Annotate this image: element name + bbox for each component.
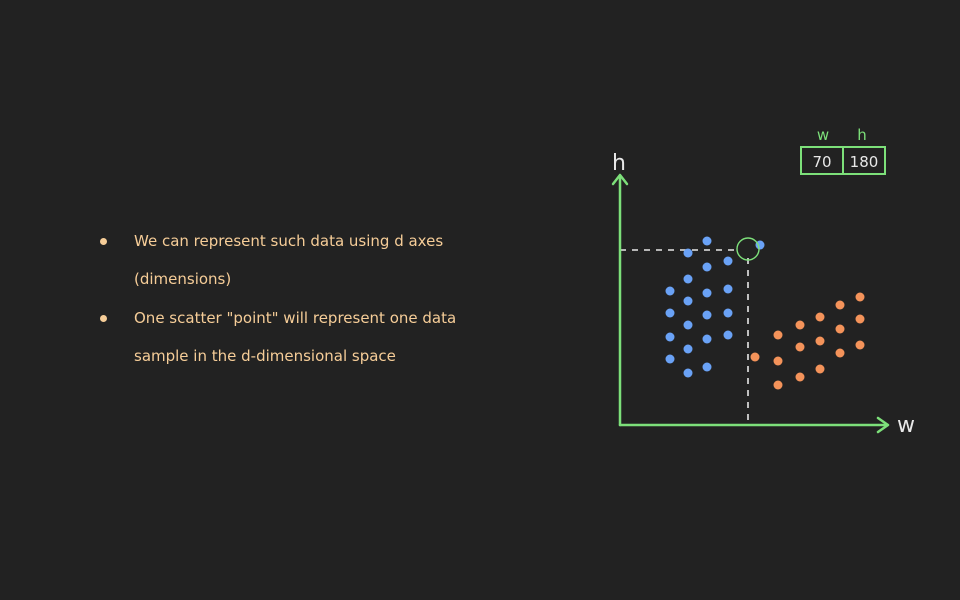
orange-point — [795, 320, 805, 330]
table-value-h: 180 — [850, 153, 879, 171]
points — [665, 236, 865, 390]
bullet-dot — [100, 315, 107, 322]
blue-point — [683, 296, 693, 306]
orange-point — [773, 356, 783, 366]
bullet-list: We can represent such data using d axes … — [96, 222, 496, 376]
orange-point — [750, 352, 760, 362]
x-axis-label: w — [897, 413, 915, 438]
table-header-h: h — [857, 126, 867, 144]
table-value-w: 70 — [812, 153, 831, 171]
blue-point — [683, 368, 693, 378]
blue-point — [702, 310, 712, 320]
orange-point — [815, 364, 825, 374]
y-axis-arrow — [611, 173, 629, 186]
value-table: w h 70 180 — [800, 126, 886, 175]
bullet-item: We can represent such data using d axes … — [96, 222, 496, 298]
blue-point — [665, 286, 675, 296]
blue-point — [702, 236, 712, 246]
blue-point — [665, 308, 675, 318]
highlight-ring — [736, 237, 760, 261]
blue-point — [683, 320, 693, 330]
axes: w h — [611, 151, 915, 438]
bullet-text: We can represent such data using d axes … — [134, 232, 444, 288]
blue-point — [723, 330, 733, 340]
orange-point — [835, 348, 845, 358]
orange-point — [835, 300, 845, 310]
orange-point — [773, 380, 783, 390]
blue-point — [702, 262, 712, 272]
blue-point — [723, 256, 733, 266]
orange-point — [815, 312, 825, 322]
orange-point — [855, 292, 865, 302]
blue-point — [665, 332, 675, 342]
orange-point — [835, 324, 845, 334]
blue-point — [702, 334, 712, 344]
orange-point — [855, 340, 865, 350]
blue-point — [702, 362, 712, 372]
blue-point — [723, 308, 733, 318]
bullet-dot — [100, 238, 107, 245]
x-axis-arrow — [876, 416, 890, 434]
blue-point — [683, 248, 693, 258]
blue-point — [665, 354, 675, 364]
orange-point — [855, 314, 865, 324]
blue-point — [683, 274, 693, 284]
bullet-item: One scatter "point" will represent one d… — [96, 299, 496, 375]
orange-point — [795, 342, 805, 352]
orange-point — [795, 372, 805, 382]
table-header-w: w — [817, 126, 829, 144]
y-axis-label: h — [612, 151, 626, 176]
bullet-text: One scatter "point" will represent one d… — [134, 309, 457, 365]
orange-point — [773, 330, 783, 340]
orange-point — [815, 336, 825, 346]
blue-point — [723, 284, 733, 294]
blue-point — [683, 344, 693, 354]
guide-lines — [620, 249, 749, 424]
blue-point — [702, 288, 712, 298]
